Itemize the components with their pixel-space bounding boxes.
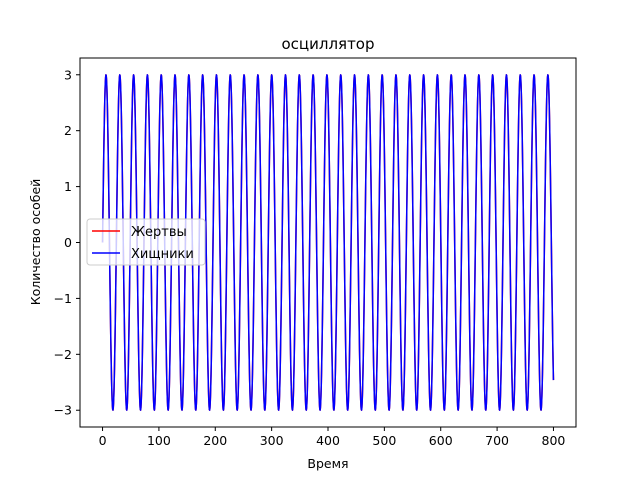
- y-axis-label: Количество особей: [28, 179, 43, 306]
- y-tick-label: −2: [54, 347, 72, 362]
- y-tick-label: 1: [64, 179, 72, 194]
- y-tick-label: 0: [64, 235, 72, 250]
- y-axis-ticks: −3 −2 −1 0 1 2 3: [54, 67, 80, 418]
- x-tick-label: 800: [542, 433, 566, 448]
- x-axis-ticks: 0 100 200 300 400 500 600 700 800: [99, 427, 566, 448]
- x-tick-label: 600: [429, 433, 453, 448]
- x-axis-label: Время: [307, 456, 348, 471]
- x-tick-label: 500: [372, 433, 396, 448]
- legend-label-2: Хищники: [131, 247, 194, 262]
- plot-lines: [101, 74, 555, 411]
- y-tick-label: −3: [54, 403, 72, 418]
- x-tick-label: 700: [485, 433, 509, 448]
- x-tick-label: 100: [147, 433, 171, 448]
- chart-title: осциллятор: [281, 35, 374, 53]
- y-tick-label: −1: [54, 291, 72, 306]
- y-tick-label: 3: [64, 67, 72, 82]
- x-tick-label: 400: [316, 433, 340, 448]
- x-tick-label: 200: [203, 433, 227, 448]
- legend: Жертвы Хищники: [86, 218, 206, 266]
- series-line-2: [101, 74, 555, 411]
- legend-label-1: Жертвы: [131, 225, 187, 240]
- x-tick-label: 0: [99, 433, 107, 448]
- y-tick-label: 2: [64, 123, 72, 138]
- x-tick-label: 300: [260, 433, 284, 448]
